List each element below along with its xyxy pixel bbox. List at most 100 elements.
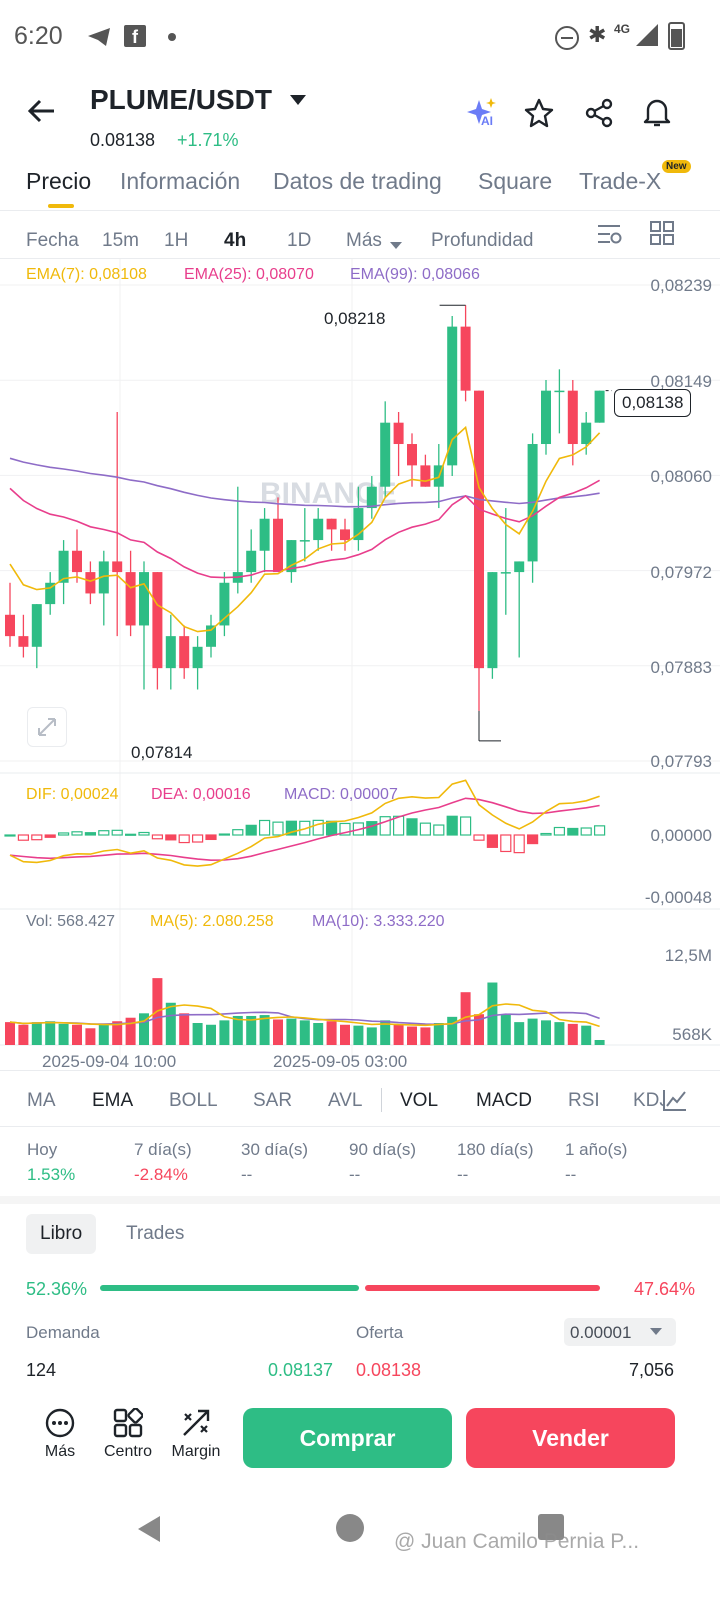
volume-bar bbox=[286, 1018, 297, 1045]
perf-label-7d: 7 día(s) bbox=[134, 1140, 192, 1159]
fullscreen-expand-icon[interactable] bbox=[27, 707, 67, 747]
bell-icon[interactable] bbox=[642, 96, 672, 133]
star-icon[interactable] bbox=[524, 98, 554, 133]
interval-profundidad[interactable]: Profundidad bbox=[431, 230, 534, 251]
indicator-avl[interactable]: AVL bbox=[328, 1090, 363, 1111]
tab-datos-trading[interactable]: Datos de trading bbox=[273, 168, 442, 194]
candle-body bbox=[85, 572, 96, 594]
candle-body bbox=[45, 582, 56, 605]
demand-header: Demanda bbox=[26, 1323, 100, 1342]
bid-ask-ratio-bar bbox=[100, 1285, 600, 1291]
margin-label: Margin bbox=[171, 1443, 221, 1460]
volume-bar bbox=[340, 1024, 350, 1045]
macd-histogram-bar bbox=[285, 820, 297, 836]
indicator-sar[interactable]: SAR bbox=[253, 1090, 293, 1111]
divider bbox=[0, 210, 720, 211]
ai-sparkle-icon[interactable]: AI bbox=[465, 96, 499, 135]
ask-ratio-fill bbox=[364, 1285, 600, 1291]
candle-body bbox=[366, 486, 377, 509]
indicator-ma[interactable]: MA bbox=[27, 1090, 56, 1111]
candle-body bbox=[139, 572, 149, 626]
perf-value-1y: -- bbox=[565, 1165, 577, 1184]
macd-histogram-bar bbox=[406, 818, 418, 836]
indicator-chart-icon[interactable] bbox=[662, 1088, 688, 1117]
candle-body bbox=[460, 326, 471, 391]
volume-bar bbox=[366, 1027, 377, 1045]
macd-histogram-bar bbox=[84, 832, 97, 836]
indicator-macd[interactable]: MACD bbox=[476, 1090, 532, 1111]
volume-bar bbox=[165, 1002, 176, 1045]
network-type: 4G bbox=[614, 22, 631, 36]
ask-percentage: 47.64% bbox=[633, 1279, 695, 1299]
macd-legend: MACD: 0,00007 bbox=[284, 786, 398, 803]
divider bbox=[0, 1126, 720, 1127]
back-nav-icon[interactable] bbox=[134, 1514, 164, 1544]
status-time: 6:20 bbox=[14, 22, 63, 50]
interval-1d[interactable]: 1D bbox=[287, 230, 312, 251]
macd-axis-label: 0,00000 bbox=[650, 826, 712, 845]
tick-size-select[interactable]: 0.00001 bbox=[564, 1318, 676, 1346]
dropdown-caret-icon[interactable] bbox=[290, 94, 306, 112]
candle-body bbox=[273, 518, 283, 573]
macd-histogram-bar bbox=[473, 834, 485, 841]
layout-grid-icon[interactable] bbox=[650, 221, 674, 250]
center-label: Centro bbox=[103, 1443, 153, 1460]
tab-informacion[interactable]: Información bbox=[120, 168, 241, 194]
bid-price[interactable]: 0.08137 bbox=[268, 1360, 334, 1380]
home-nav-icon[interactable] bbox=[336, 1514, 364, 1542]
chart-settings-icon[interactable] bbox=[596, 222, 624, 251]
facebook-icon: f bbox=[124, 25, 146, 47]
indicator-ema[interactable]: EMA bbox=[92, 1090, 134, 1111]
indicator-vol[interactable]: VOL bbox=[400, 1090, 439, 1111]
interval-4h[interactable]: 4h bbox=[224, 230, 247, 251]
interval-fecha[interactable]: Fecha bbox=[26, 230, 79, 251]
tab-precio[interactable]: Precio bbox=[26, 168, 92, 194]
macd-histogram-bar bbox=[567, 827, 579, 836]
candle-body bbox=[447, 326, 458, 466]
price-change: +1.71% bbox=[177, 130, 239, 150]
margin-action[interactable]: Margin bbox=[164, 1408, 228, 1461]
interval-15m[interactable]: 15m bbox=[102, 230, 139, 251]
macd-histogram-bar bbox=[593, 825, 606, 836]
candle-body bbox=[554, 390, 565, 393]
indicator-boll[interactable]: BOLL bbox=[169, 1090, 218, 1111]
price-chart[interactable]: BINANCE bbox=[0, 259, 720, 1069]
candle-body bbox=[420, 465, 431, 487]
ask-price[interactable]: 0.08138 bbox=[356, 1360, 422, 1380]
volume-bar bbox=[299, 1020, 310, 1045]
candle-body bbox=[487, 572, 498, 669]
interval-1h[interactable]: 1H bbox=[164, 230, 189, 251]
battery-icon bbox=[668, 22, 685, 50]
interval-mas[interactable]: Más bbox=[346, 230, 382, 251]
bluetooth-icon: ✱ bbox=[588, 22, 607, 47]
candle-body bbox=[219, 582, 230, 626]
share-icon[interactable] bbox=[584, 98, 614, 133]
macd-histogram-bar bbox=[44, 834, 56, 838]
more-action[interactable]: Más bbox=[28, 1408, 92, 1461]
vol-ma5-legend: MA(5): 2.080.258 bbox=[150, 913, 274, 930]
tab-trade-x[interactable]: Trade-X bbox=[579, 168, 662, 194]
tab-libro[interactable]: Libro bbox=[26, 1214, 97, 1254]
indicator-kdj[interactable]: KDJ bbox=[633, 1090, 663, 1111]
more-label: Más bbox=[44, 1443, 76, 1460]
candle-body bbox=[98, 561, 109, 594]
tab-square[interactable]: Square bbox=[478, 168, 553, 194]
candle-body bbox=[340, 529, 350, 541]
volume-bar bbox=[72, 1024, 82, 1045]
macd-histogram-bar bbox=[326, 820, 338, 836]
tab-trades[interactable]: Trades bbox=[126, 1223, 185, 1244]
candle-body bbox=[474, 390, 484, 669]
center-action[interactable]: Centro bbox=[96, 1407, 160, 1461]
sell-button[interactable]: Vender bbox=[466, 1408, 675, 1468]
price-axis-label: 0,08239 bbox=[650, 276, 712, 295]
macd-histogram-bar bbox=[513, 834, 525, 854]
back-arrow-icon[interactable] bbox=[26, 96, 56, 131]
recents-nav-icon[interactable] bbox=[538, 1514, 564, 1540]
indicator-rsi[interactable]: RSI bbox=[568, 1090, 600, 1111]
macd-histogram-bar bbox=[526, 834, 539, 845]
price-axis-label: 0,07883 bbox=[650, 658, 712, 677]
pair-title[interactable]: PLUME/USDT bbox=[90, 84, 272, 115]
candle-body bbox=[567, 390, 578, 445]
buy-button[interactable]: Comprar bbox=[243, 1408, 452, 1468]
volume-bar bbox=[45, 1021, 56, 1045]
